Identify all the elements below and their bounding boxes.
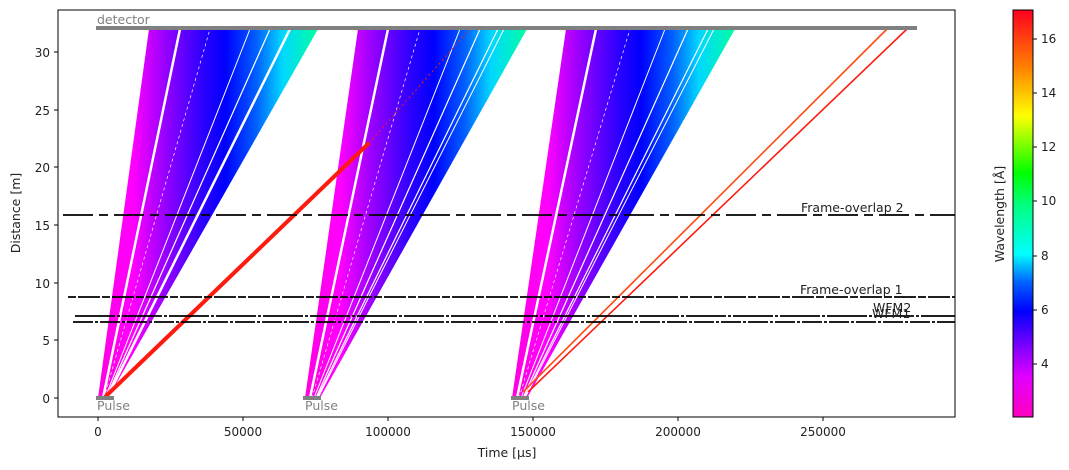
svg-text:5: 5 — [42, 334, 50, 348]
detector-label: detector — [97, 12, 151, 27]
x-axis: 0 50000 100000 150000 200000 250000 — [94, 417, 846, 439]
frame-overlap-1-label: Frame-overlap 1 — [800, 282, 903, 297]
y-axis: 0 5 10 15 20 25 30 — [35, 46, 58, 406]
x-axis-label: Time [µs] — [477, 445, 537, 460]
y-axis-label: Distance [m] — [8, 173, 23, 254]
svg-text:200000: 200000 — [655, 425, 701, 439]
neutron-fan-pulse-2 — [305, 28, 527, 399]
frame-overlap-2-label: Frame-overlap 2 — [801, 200, 904, 215]
plot-area — [58, 26, 955, 400]
pulse-label-1: Pulse — [97, 398, 130, 413]
axes-frame — [57, 9, 956, 418]
wfm2-label: WFM2 — [873, 300, 911, 315]
chopper-lines — [58, 214, 955, 323]
svg-text:8: 8 — [1041, 249, 1049, 263]
svg-text:0: 0 — [94, 425, 102, 439]
svg-text:250000: 250000 — [800, 425, 846, 439]
svg-text:10: 10 — [35, 277, 50, 291]
svg-text:15: 15 — [35, 219, 50, 233]
svg-text:10: 10 — [1041, 194, 1056, 208]
svg-text:25: 25 — [35, 104, 50, 118]
svg-text:4: 4 — [1041, 357, 1049, 371]
svg-text:6: 6 — [1041, 303, 1049, 317]
svg-text:100000: 100000 — [365, 425, 411, 439]
long-wavelength-rays — [103, 28, 908, 399]
colorbar-label: Wavelength [Å] — [992, 166, 1007, 262]
neutron-fan-pulse-1 — [98, 28, 318, 399]
svg-text:0: 0 — [42, 392, 50, 406]
svg-text:30: 30 — [35, 46, 50, 60]
pulse-label-2: Pulse — [305, 398, 338, 413]
svg-text:16: 16 — [1041, 32, 1056, 46]
svg-text:20: 20 — [35, 161, 50, 175]
wfm1-label: WFM1 — [872, 306, 910, 321]
colorbar: 4 6 8 10 12 14 16 — [1012, 9, 1056, 418]
neutron-fan-pulse-3 — [512, 28, 735, 399]
svg-text:12: 12 — [1041, 140, 1056, 154]
svg-text:150000: 150000 — [510, 425, 556, 439]
svg-text:50000: 50000 — [224, 425, 262, 439]
svg-text:14: 14 — [1041, 86, 1056, 100]
pulse-label-3: Pulse — [512, 398, 545, 413]
